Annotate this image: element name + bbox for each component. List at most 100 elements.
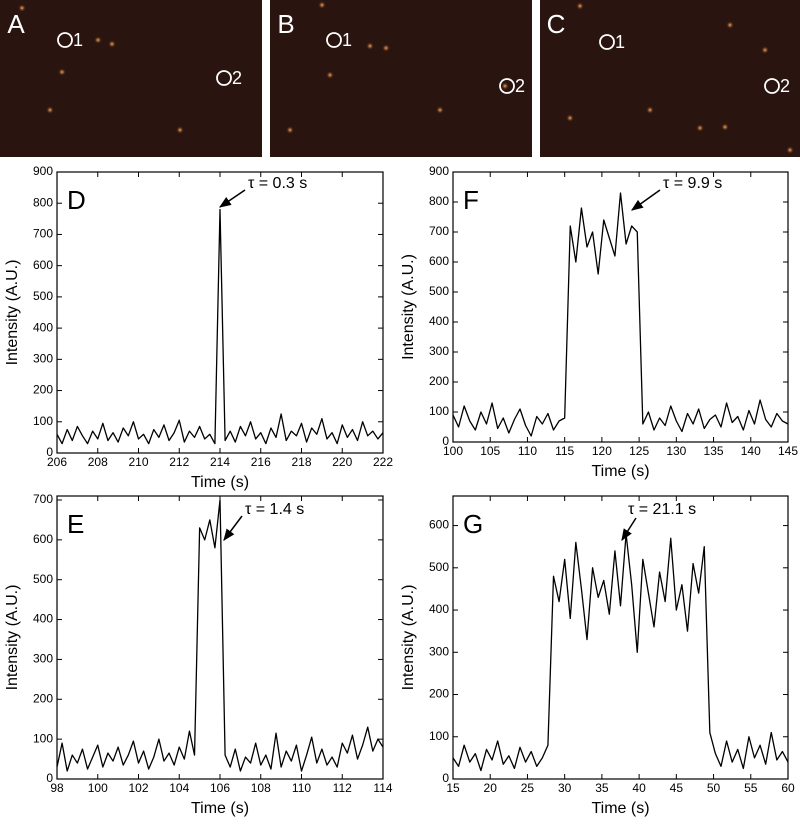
x-tick-label: 25	[521, 781, 535, 795]
y-tick-label: 300	[429, 344, 449, 358]
x-tick-label: 140	[741, 444, 761, 458]
plot-frame	[56, 171, 384, 454]
marker-label: 1	[615, 32, 625, 52]
fluorescent-spot	[436, 106, 444, 114]
y-tick-label: 400	[429, 314, 449, 328]
x-tick-label: 212	[169, 455, 189, 469]
fluorescent-spot	[726, 21, 734, 29]
fluorescent-spot	[108, 40, 116, 48]
lifetime-annotation: τ = 9.9 s	[663, 175, 722, 192]
y-tick-label: 0	[442, 771, 449, 785]
x-tick-label: 216	[251, 455, 271, 469]
y-tick-label: 700	[33, 492, 53, 506]
panel-label: F	[463, 185, 479, 215]
x-tick-label: 30	[558, 781, 572, 795]
fluorescent-spot	[576, 2, 584, 10]
fluorescent-spot	[566, 114, 574, 122]
y-tick-label: 100	[33, 731, 53, 745]
x-tick-label: 35	[595, 781, 609, 795]
fluorescent-spot	[286, 126, 294, 134]
x-tick-label: 55	[744, 781, 758, 795]
fluorescent-spot	[501, 82, 509, 90]
annotation-arrow	[621, 517, 637, 542]
fluorescent-spot	[176, 126, 184, 134]
micrograph	[0, 0, 262, 157]
fluorescent-spot	[58, 68, 66, 76]
x-tick-label: 106	[210, 781, 230, 795]
x-tick-label: 105	[480, 444, 500, 458]
panel-label: C	[547, 9, 566, 39]
marker-label: 1	[73, 30, 83, 50]
plot-frame	[56, 495, 384, 780]
marker-circle	[216, 70, 232, 86]
y-tick-label: 800	[33, 195, 53, 209]
marker-circle	[326, 32, 342, 48]
marker-circle	[57, 32, 73, 48]
y-tick-label: 100	[33, 414, 53, 428]
lifetime-annotation: τ = 21.1 s	[628, 501, 696, 518]
y-tick-label: 800	[429, 194, 449, 208]
x-tick-label: 110	[518, 444, 537, 458]
x-tick-label: 50	[707, 781, 721, 795]
marker-circle	[764, 78, 780, 94]
y-tick-label: 100	[429, 404, 449, 418]
x-tick-label: 222	[373, 455, 393, 469]
lifetime-annotation: τ = 1.4 s	[245, 501, 304, 518]
panel-label: G	[463, 509, 483, 539]
y-tick-label: 900	[429, 164, 449, 178]
y-tick-label: 600	[33, 258, 53, 272]
fluorescent-spot	[786, 146, 794, 154]
x-tick-label: 40	[632, 781, 646, 795]
y-tick-label: 500	[429, 560, 449, 574]
fluorescent-spot	[382, 44, 390, 52]
panel-label: E	[67, 509, 84, 539]
intensity-trace	[56, 208, 384, 445]
x-axis-title: Time (s)	[191, 474, 249, 491]
x-tick-label: 20	[484, 781, 498, 795]
fluorescent-spot	[721, 123, 729, 131]
panel-label: A	[7, 9, 25, 39]
y-tick-label: 300	[429, 644, 449, 658]
marker-label: 2	[515, 76, 525, 96]
y-axis-title: Intensity (A.U.)	[400, 585, 417, 691]
y-tick-label: 100	[429, 729, 449, 743]
fluorescent-spot	[366, 42, 374, 50]
y-tick-label: 200	[429, 374, 449, 388]
y-axis-title: Intensity (A.U.)	[4, 585, 21, 691]
x-tick-label: 102	[128, 781, 148, 795]
x-tick-label: 220	[332, 455, 352, 469]
marker-label: 2	[780, 76, 790, 96]
y-tick-label: 400	[33, 320, 53, 334]
intensity-trace	[56, 499, 384, 772]
y-tick-label: 0	[46, 771, 53, 785]
x-tick-label: 104	[169, 781, 189, 795]
fluorescent-spot	[18, 4, 26, 12]
y-axis-title: Intensity (A.U.)	[4, 260, 21, 366]
annotation-arrow	[631, 189, 661, 211]
fluorescent-spot	[326, 71, 334, 79]
annotation-arrow	[219, 189, 246, 208]
y-tick-label: 600	[429, 518, 449, 532]
x-tick-label: 15	[446, 781, 460, 795]
y-tick-label: 0	[442, 434, 449, 448]
y-tick-label: 500	[33, 289, 53, 303]
x-axis-title: Time (s)	[591, 463, 649, 480]
y-tick-label: 700	[33, 227, 53, 241]
fluorescent-spot	[646, 106, 654, 114]
y-tick-label: 500	[429, 284, 449, 298]
y-tick-label: 300	[33, 352, 53, 366]
x-tick-label: 218	[291, 455, 311, 469]
y-tick-label: 400	[429, 602, 449, 616]
marker-circle	[599, 34, 615, 50]
y-tick-label: 700	[429, 224, 449, 238]
marker-circle	[499, 78, 515, 94]
y-tick-label: 200	[33, 383, 53, 397]
x-tick-label: 114	[373, 781, 392, 795]
y-tick-label: 0	[46, 445, 53, 459]
x-tick-label: 120	[592, 444, 612, 458]
x-tick-label: 100	[88, 781, 108, 795]
x-tick-label: 112	[333, 781, 352, 795]
x-tick-label: 115	[555, 444, 574, 458]
marker-label: 2	[232, 68, 242, 88]
x-axis-title: Time (s)	[191, 800, 249, 817]
